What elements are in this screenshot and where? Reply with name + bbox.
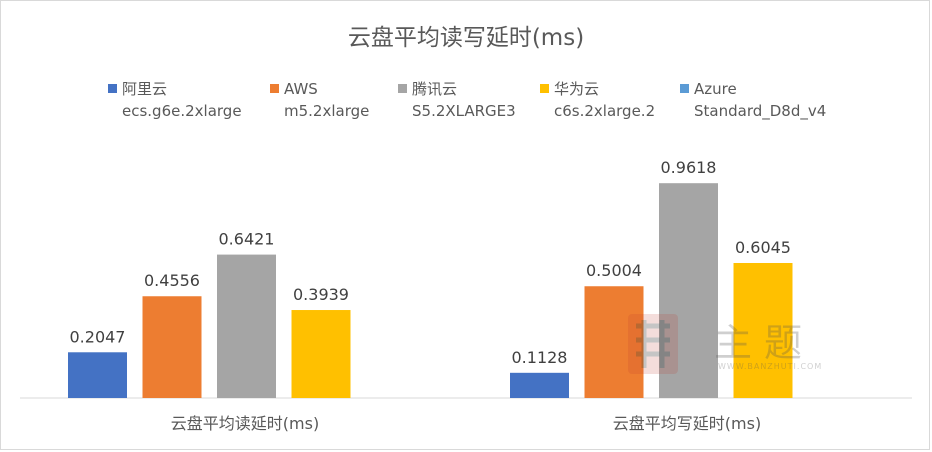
bar — [510, 372, 569, 398]
data-label: 0.6421 — [219, 230, 275, 249]
legend-swatch — [398, 84, 407, 93]
data-label: 0.4556 — [144, 271, 200, 290]
bar — [217, 254, 276, 398]
watermark-url: WWW.BANZHUTI.COM — [718, 362, 823, 371]
bar — [659, 183, 718, 398]
bar — [733, 262, 793, 398]
legend-label-line1: Azure — [694, 80, 737, 98]
chart-title: 云盘平均读写延时(ms) — [347, 25, 585, 51]
category-label: 云盘平均读延时(ms) — [171, 414, 319, 433]
legend-label-line2: S5.2XLARGE3 — [412, 102, 516, 120]
data-label: 0.3939 — [293, 285, 349, 304]
legend-label: AWS m5.2xlarge — [284, 78, 369, 122]
legend-label-line2: c6s.2xlarge.2 — [554, 102, 656, 120]
bar — [584, 286, 644, 398]
data-label: 0.9618 — [661, 158, 717, 177]
watermark: 主题 WWW.BANZHUTI.COM — [618, 310, 848, 380]
legend-swatch — [108, 84, 117, 93]
bar — [68, 352, 127, 398]
watermark-text: 主题 — [714, 321, 815, 365]
data-label: 0.5004 — [586, 261, 642, 280]
legend-label-line1: 华为云 — [554, 80, 600, 98]
legend-label: 阿里云 ecs.g6e.2xlarge — [122, 78, 242, 122]
category-label: 云盘平均写延时(ms) — [613, 414, 761, 433]
legend-label-line1: 腾讯云 — [412, 80, 458, 98]
bar — [142, 296, 202, 398]
legend-label-line2: ecs.g6e.2xlarge — [122, 102, 242, 120]
legend-label: 腾讯云 S5.2XLARGE3 — [412, 78, 516, 122]
legend-label-line2: Standard_D8d_v4 — [694, 102, 827, 120]
legend-swatch — [540, 84, 549, 93]
data-label: 0.1128 — [512, 348, 568, 367]
legend-label-line2: m5.2xlarge — [284, 102, 370, 120]
data-label: 0.6045 — [735, 238, 791, 257]
legend-label-line1: AWS — [284, 80, 318, 98]
legend-swatch — [270, 84, 279, 93]
data-label: 0.2047 — [70, 327, 126, 346]
legend-label: Azure Standard_D8d_v4 — [694, 78, 826, 122]
legend-swatch — [680, 84, 689, 93]
bar — [291, 310, 351, 398]
legend-label-line1: 阿里云 — [122, 80, 168, 98]
legend-label: 华为云 c6s.2xlarge.2 — [554, 78, 655, 122]
watermark-logo-icon — [628, 314, 678, 374]
